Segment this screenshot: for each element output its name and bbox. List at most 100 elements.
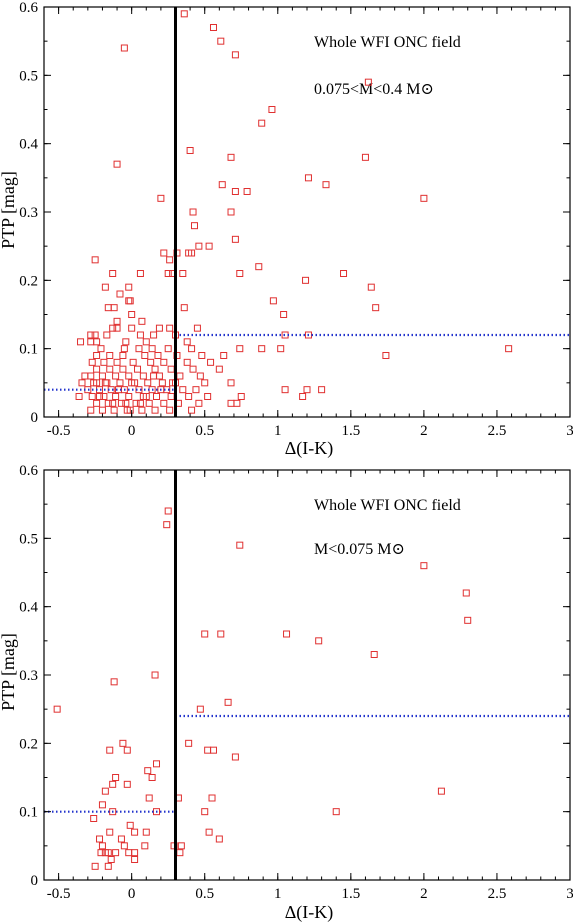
top-data-point xyxy=(340,270,348,277)
bottom-x-tick-label: -0.5 xyxy=(47,886,71,902)
bottom-data-point xyxy=(104,862,112,870)
top-data-point xyxy=(160,399,168,407)
top-data-point xyxy=(128,311,136,318)
top-data-point xyxy=(255,263,263,271)
top-data-point xyxy=(186,147,194,154)
top-data-point xyxy=(160,358,168,366)
top-x-tick-label: 0.5 xyxy=(195,423,214,439)
top-x-tick-label: 3 xyxy=(566,423,573,439)
bottom-data-point xyxy=(112,849,120,857)
top-x-tick-label: 0 xyxy=(128,423,136,439)
top-data-point xyxy=(87,338,95,346)
bottom-data-point xyxy=(109,808,117,816)
top-data-point xyxy=(179,270,187,277)
bottom-data-point xyxy=(231,753,239,761)
top-data-point xyxy=(119,365,127,373)
top-data-point xyxy=(183,338,191,346)
top-data-point xyxy=(93,379,101,387)
top-data-point xyxy=(166,256,174,264)
top-data-point xyxy=(138,317,146,325)
top-data-point xyxy=(258,345,266,353)
top-data-point xyxy=(110,304,118,312)
top-data-point xyxy=(116,290,124,298)
top-data-point xyxy=(125,297,133,305)
top-data-point xyxy=(269,297,277,305)
top-data-point xyxy=(364,78,372,86)
top-data-point xyxy=(138,406,146,414)
top-data-point xyxy=(195,399,203,407)
top-data-point xyxy=(87,372,95,380)
top-data-point xyxy=(150,372,158,380)
bottom-data-point xyxy=(131,849,139,857)
top-data-point xyxy=(205,242,213,250)
bottom-y-tick-label: 0.4 xyxy=(19,600,38,616)
top-data-point xyxy=(258,119,266,127)
top-data-point xyxy=(299,393,307,400)
bottom-data-point xyxy=(283,630,291,638)
bottom-data-point xyxy=(370,651,378,658)
top-data-point xyxy=(164,270,172,277)
top-data-point xyxy=(304,174,312,182)
bottom-data-point xyxy=(141,842,149,850)
top-y-tick-label: 0.3 xyxy=(19,205,38,221)
top-data-point xyxy=(106,352,114,359)
top-data-point xyxy=(185,393,193,400)
top-data-point xyxy=(98,372,106,380)
top-data-point xyxy=(93,338,101,346)
bottom-points xyxy=(53,507,472,870)
top-data-point xyxy=(151,406,159,414)
bottom-x-tick-label: 0 xyxy=(128,886,136,902)
top-x-tick-label: -0.5 xyxy=(47,423,71,439)
top-data-point xyxy=(113,358,121,366)
top-data-point xyxy=(236,345,244,353)
top-data-point xyxy=(100,393,108,400)
top-data-point xyxy=(135,345,143,353)
bottom-data-point xyxy=(224,698,232,706)
bottom-x-tick-label: 1 xyxy=(274,886,282,902)
top-data-point xyxy=(157,194,165,202)
bottom-data-point xyxy=(107,856,115,863)
top-data-point xyxy=(93,399,101,407)
bottom-annotation-mass: M<0.075 M⊙ xyxy=(314,541,405,558)
top-data-point xyxy=(361,153,369,161)
top-data-point xyxy=(176,372,184,380)
top-x-tick-label: 1 xyxy=(274,423,282,439)
bottom-data-point xyxy=(185,739,193,747)
top-data-point xyxy=(135,386,143,394)
top-data-point xyxy=(268,106,276,113)
bottom-y-tick-label: 0.3 xyxy=(19,668,38,684)
top-data-point xyxy=(166,324,174,332)
top-data-point xyxy=(136,331,144,339)
bottom-data-point xyxy=(120,842,128,850)
top-y-tick-label: 0 xyxy=(31,410,39,426)
top-data-point xyxy=(115,386,123,394)
top-data-point xyxy=(153,393,161,400)
top-data-point xyxy=(100,358,108,366)
top-data-point xyxy=(84,386,92,394)
bottom-data-point xyxy=(142,828,150,836)
bottom-x-axis-title: Δ(I-K) xyxy=(285,902,334,923)
top-data-point xyxy=(104,304,112,312)
bottom-x-tick-label: 0.5 xyxy=(195,886,214,902)
top-data-point xyxy=(103,379,111,387)
top-data-point xyxy=(227,208,235,216)
bottom-data-point xyxy=(164,507,172,515)
top-data-point xyxy=(190,222,198,230)
top-data-point xyxy=(119,352,127,359)
bottom-data-point xyxy=(217,630,225,638)
bottom-data-point xyxy=(96,835,104,843)
top-data-point xyxy=(167,365,175,373)
top-plot-frame xyxy=(43,6,571,418)
bottom-data-point xyxy=(110,678,118,686)
top-data-point xyxy=(134,365,142,373)
top-data-point xyxy=(215,365,223,373)
top-data-point xyxy=(142,338,150,346)
top-data-point xyxy=(281,331,289,339)
bottom-data-point xyxy=(462,589,470,597)
top-data-point xyxy=(218,181,226,189)
bottom-data-point xyxy=(106,828,114,836)
bottom-data-point xyxy=(90,815,98,822)
top-data-point xyxy=(122,399,130,407)
top-points xyxy=(75,10,513,414)
